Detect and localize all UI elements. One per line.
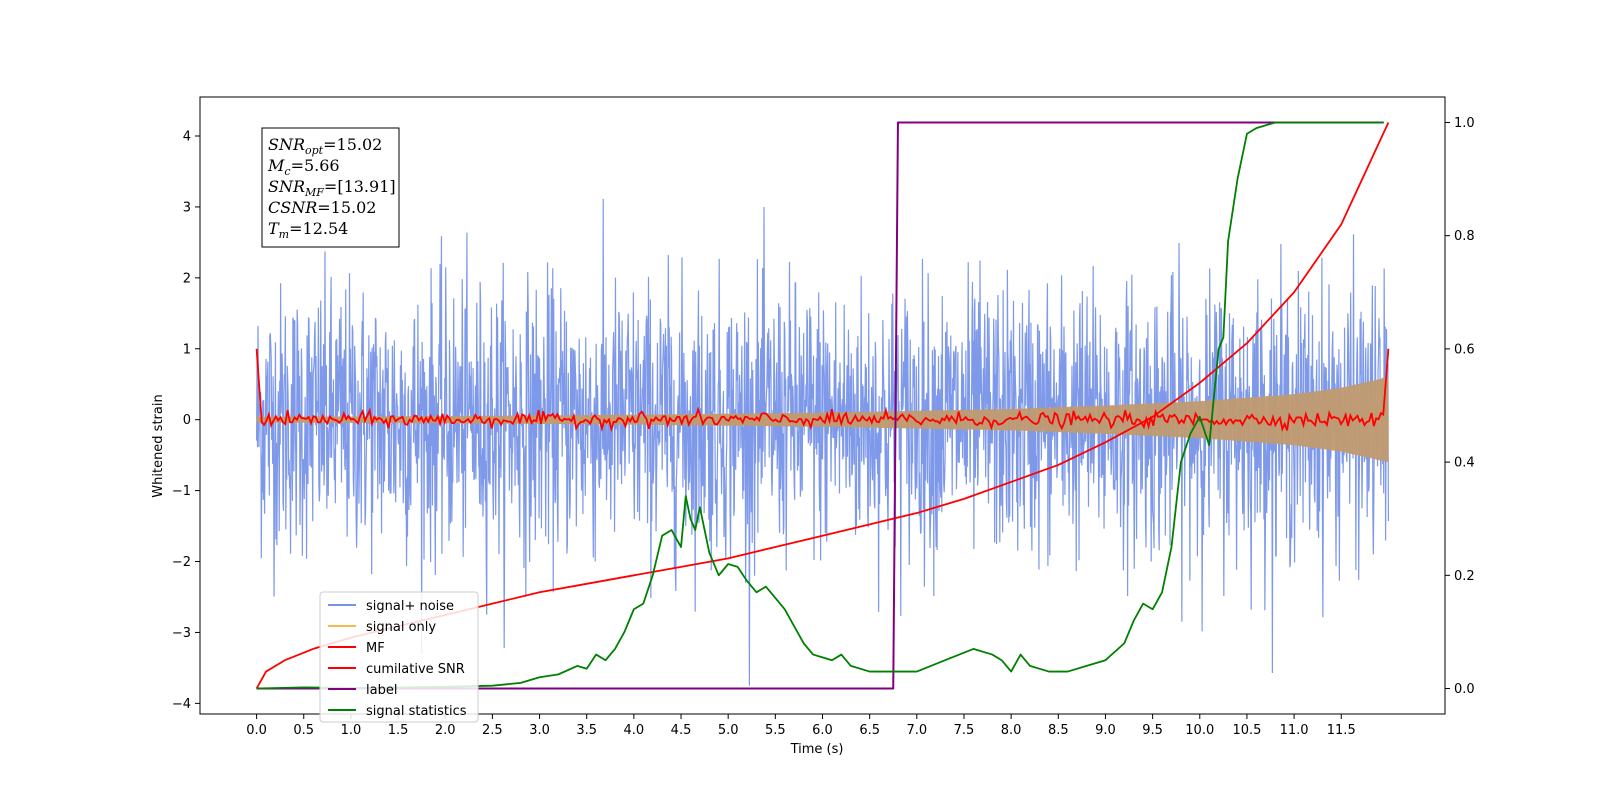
x-tick-label: 10.5 [1232, 723, 1261, 738]
y-tick-label: −1 [172, 484, 191, 499]
series-signal-noise [255, 199, 1390, 686]
y-tick-label: −4 [172, 697, 191, 712]
x-tick-label: 4.5 [671, 723, 692, 738]
legend-frame [319, 591, 479, 723]
x-tick-label: 9.0 [1095, 723, 1116, 738]
x-axis-label: Time (s) [790, 742, 844, 757]
y-tick-label: 0 [183, 413, 191, 428]
x-tick-label: 8.5 [1048, 723, 1069, 738]
x-tick-label: 0.5 [293, 723, 314, 738]
x-tick-label: 11.5 [1327, 723, 1356, 738]
x-tick-label: 5.5 [765, 723, 786, 738]
y-axis-label: Whitened strain [151, 394, 166, 497]
legend-entry: label [366, 683, 397, 698]
y-tick-label: 3 [183, 200, 191, 215]
x-tick-label: 0.0 [246, 723, 267, 738]
stats-annotation-box: SNRopt=15.02Mc=5.66SNRMF=[13.91]CSNR=15.… [261, 127, 400, 248]
x-tick-label: 6.0 [812, 723, 833, 738]
legend-entry: signal statistics [366, 704, 467, 719]
plot-area [255, 121, 1390, 690]
y-tick-label: 2 [183, 271, 191, 286]
y-tick-label: −2 [172, 555, 191, 570]
y2-tick-label: 1.0 [1454, 116, 1475, 131]
legend-entry: signal+ noise [366, 599, 454, 614]
x-tick-label: 2.0 [435, 723, 456, 738]
x-tick-label: 2.5 [482, 723, 503, 738]
x-tick-label: 6.5 [859, 723, 880, 738]
x-tick-label: 1.5 [388, 723, 409, 738]
series-mf [255, 348, 1390, 433]
x-axis-ticks: 0.0 0.5 1.0 1.5 2.0 2.5 3.0 3.5 4.0 4.5 5.0 5.5 6.0 6… [246, 714, 1356, 738]
series-label [256, 121, 1384, 690]
legend-entry: cumilative SNR [366, 662, 465, 677]
annotation-line: SNRopt=15.02 [268, 135, 382, 157]
annotation-line: Mc=5.66 [267, 156, 340, 178]
x-tick-label: 4.0 [624, 723, 645, 738]
y2-tick-label: 0.2 [1454, 569, 1475, 584]
y2-tick-label: 0.4 [1454, 456, 1475, 471]
legend-entry: MF [366, 641, 385, 656]
annotation-line: Tm=12.54 [268, 219, 348, 241]
y-tick-label: −3 [172, 626, 191, 641]
x-tick-label: 5.0 [718, 723, 739, 738]
x-tick-label: 1.0 [341, 723, 362, 738]
y-axis-right-ticks: 1.0 0.8 0.6 0.4 0.2 0.0 [1445, 116, 1475, 697]
y2-tick-label: 0.8 [1454, 229, 1475, 244]
y-tick-label: 1 [183, 342, 191, 357]
y2-tick-label: 0.6 [1454, 342, 1475, 357]
legend-entry: signal only [366, 620, 436, 635]
series-signal-statistics [256, 121, 1384, 690]
annotation-frame [261, 127, 400, 248]
annotation-line: CSNR=15.02 [268, 198, 376, 217]
x-tick-label: 10.0 [1185, 723, 1214, 738]
legend: signal+ noise signal only MF cumilative SNR… [319, 591, 479, 723]
x-tick-label: 11.0 [1280, 723, 1309, 738]
x-tick-label: 9.5 [1142, 723, 1163, 738]
y-tick-label: 4 [183, 130, 191, 145]
y-axis-left-ticks: 4 3 2 1 0 −1 −2 −3 −4 [172, 130, 200, 712]
x-tick-label: 3.5 [576, 723, 597, 738]
x-tick-label: 7.5 [954, 723, 975, 738]
x-tick-label: 3.0 [529, 723, 550, 738]
annotation-line: SNRMF=[13.91] [268, 177, 396, 199]
y2-tick-label: 0.0 [1454, 682, 1475, 697]
x-tick-label: 7.0 [906, 723, 927, 738]
x-tick-label: 8.0 [1001, 723, 1022, 738]
